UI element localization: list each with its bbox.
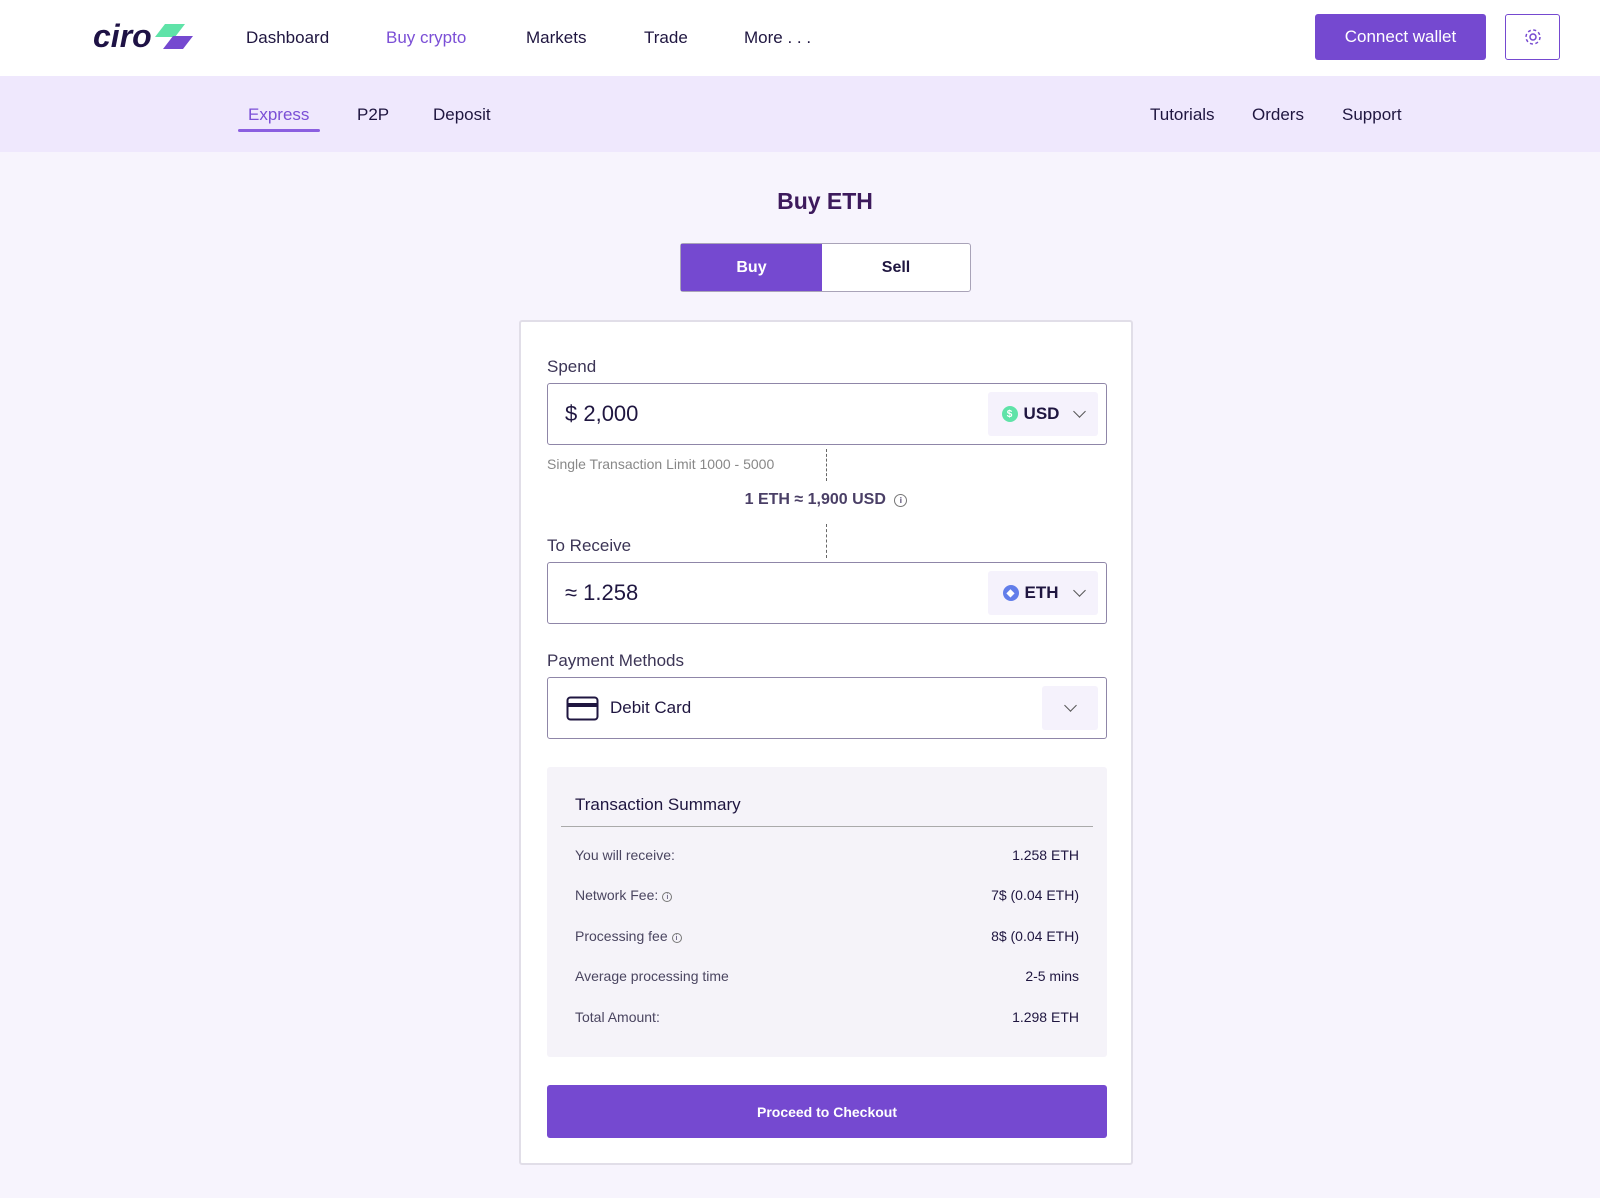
gear-icon <box>1524 29 1541 45</box>
divider <box>826 524 827 558</box>
summary-title: Transaction Summary <box>575 795 741 814</box>
rate-text: 1 ETH ≈ 1,900 USD <box>744 491 886 508</box>
payment-method-select[interactable]: Debit Card <box>547 677 1107 739</box>
buy-sell-toggle: Buy Sell <box>680 243 971 292</box>
exchange-rate: 1 ETH ≈ 1,900 USD i <box>521 491 1131 509</box>
receive-value: ≈ 1.258 <box>565 580 639 605</box>
connect-wallet-button[interactable]: Connect wallet <box>1315 14 1486 60</box>
active-tab-indicator <box>238 129 320 132</box>
transaction-summary: Transaction Summary You will receive: 1.2… <box>547 767 1107 1057</box>
usd-coin-icon: $ <box>1001 406 1018 422</box>
receive-input[interactable]: ≈ 1.258 ◆ ETH <box>547 562 1107 624</box>
payment-value: Debit Card <box>610 698 692 717</box>
info-icon[interactable]: i <box>671 933 682 943</box>
eth-coin-icon: ◆ <box>1002 585 1019 601</box>
spend-value: $ 2,000 <box>565 401 639 426</box>
payment-dropdown-button[interactable] <box>1042 686 1098 730</box>
buy-tab[interactable]: Buy <box>681 244 822 291</box>
proceed-to-checkout-button[interactable]: Proceed to Checkout <box>547 1085 1107 1138</box>
row-value: 2-5 mins <box>1025 968 1079 984</box>
payment-label: Payment Methods <box>547 651 685 670</box>
row-value: 7$ (0.04 ETH) <box>991 887 1079 903</box>
link-support[interactable]: Support <box>1342 105 1402 124</box>
row-value: 1.298 ETH <box>1012 1009 1079 1025</box>
summary-row: Total Amount: 1.298 ETH <box>575 1009 1079 1025</box>
summary-row: You will receive: 1.258 ETH <box>575 847 1079 863</box>
nav-more[interactable]: More . . . <box>744 28 812 47</box>
sell-tab[interactable]: Sell <box>881 258 911 276</box>
row-value: 1.258 ETH <box>1012 847 1079 863</box>
nav-trade[interactable]: Trade <box>644 28 688 47</box>
buy-card: Spend $ 2,000 $ USD Single Transaction L… <box>519 320 1133 1165</box>
nav-buy-crypto[interactable]: Buy crypto <box>386 28 467 47</box>
nav-markets[interactable]: Markets <box>526 28 587 47</box>
chevron-down-icon <box>1072 584 1086 597</box>
spend-input[interactable]: $ 2,000 $ USD <box>547 383 1107 445</box>
row-label: Average processing time <box>575 968 729 984</box>
row-label: Total Amount: <box>575 1009 660 1025</box>
info-icon[interactable]: i <box>894 494 908 507</box>
logo-mark-icon <box>155 24 193 49</box>
tab-p2p[interactable]: P2P <box>357 105 390 124</box>
spend-currency: USD <box>1023 404 1060 423</box>
spend-label: Spend <box>547 357 597 376</box>
row-label: Processing fee <box>575 928 668 944</box>
credit-card-icon <box>566 696 599 721</box>
summary-row: Average processing time 2-5 mins <box>575 968 1079 984</box>
divider <box>561 826 1093 827</box>
row-value: 8$ (0.04 ETH) <box>991 928 1079 944</box>
chevron-down-icon <box>1073 405 1087 418</box>
settings-button[interactable] <box>1505 14 1560 60</box>
info-icon[interactable]: i <box>662 892 673 902</box>
logo[interactable]: ciro <box>93 18 193 55</box>
summary-row: Processing fee i 8$ (0.04 ETH) <box>575 928 1079 944</box>
page-title: Buy ETH <box>777 188 873 214</box>
tab-deposit[interactable]: Deposit <box>433 105 491 124</box>
chevron-down-icon <box>1063 699 1077 712</box>
spend-currency-select[interactable]: $ USD <box>988 392 1098 436</box>
row-label: You will receive: <box>575 847 675 863</box>
receive-label: To Receive <box>547 536 632 555</box>
receive-currency-select[interactable]: ◆ ETH <box>988 571 1098 615</box>
logo-text: ciro <box>93 18 152 54</box>
tab-express[interactable]: Express <box>248 105 310 124</box>
divider <box>826 449 827 481</box>
nav-dashboard[interactable]: Dashboard <box>246 28 330 47</box>
receive-currency: ETH <box>1024 583 1059 602</box>
sub-nav: Express P2P Deposit Tutorials Orders Sup… <box>0 76 1600 152</box>
summary-row: Network Fee: i 7$ (0.04 ETH) <box>575 887 1079 903</box>
link-tutorials[interactable]: Tutorials <box>1150 105 1215 124</box>
row-label: Network Fee: <box>575 887 659 903</box>
link-orders[interactable]: Orders <box>1252 105 1304 124</box>
limit-hint: Single Transaction Limit 1000 - 5000 <box>547 456 775 472</box>
top-bar: ciro Dashboard Buy crypto Markets Trade … <box>0 0 1600 76</box>
